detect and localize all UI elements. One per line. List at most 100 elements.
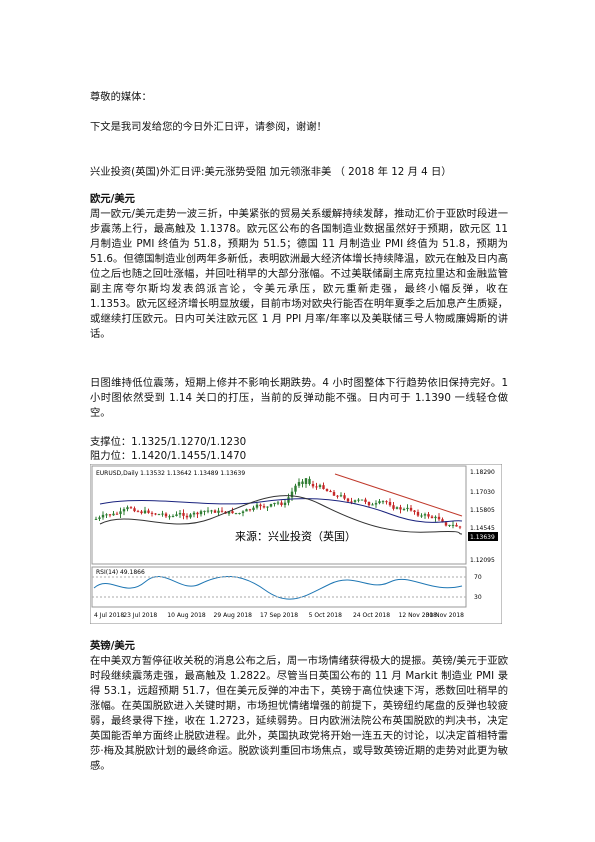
section-heading: 英镑/美元 — [90, 640, 135, 652]
candle-body — [325, 489, 329, 491]
candle-body — [420, 515, 423, 517]
candle-body — [332, 492, 336, 496]
candle-body — [234, 513, 238, 515]
candle-body — [248, 509, 252, 511]
candle-body — [294, 485, 297, 492]
support: 支撑位：1.1325/1.1270/1.1230 — [90, 436, 247, 448]
chart-header: EURUSD,Daily 1.13532 1.13642 1.13489 1.1… — [96, 470, 245, 477]
candle-body — [402, 509, 406, 511]
candle-body — [255, 504, 259, 508]
candle-body — [434, 516, 437, 519]
price-label: 1.18290 — [470, 469, 495, 476]
price-label: 1.12095 — [470, 557, 495, 564]
candle-body — [178, 513, 182, 515]
date-label: 23 Jul 2018 — [123, 612, 157, 619]
candle-body — [136, 511, 140, 513]
candle-body — [276, 502, 280, 504]
candle-body — [392, 505, 395, 509]
candle-body — [458, 526, 462, 528]
candle-body — [448, 524, 451, 526]
candle-body — [437, 516, 441, 520]
candle-body — [378, 501, 381, 504]
candle-body — [374, 503, 378, 505]
chart-image: EURUSD,Daily 1.13532 1.13642 1.13489 1.1… — [90, 464, 502, 624]
candle-body — [182, 513, 185, 516]
candle-body — [367, 501, 371, 506]
candle-body — [381, 501, 385, 503]
candle-body — [161, 513, 164, 515]
date-label: 17 Sep 2018 — [260, 612, 298, 619]
date-label: 24 Oct 2018 — [353, 612, 390, 619]
candle-body — [196, 512, 199, 515]
rsi-level-label: 70 — [474, 574, 482, 581]
candle-body — [364, 499, 367, 502]
candle-body — [168, 516, 171, 518]
candle-body — [416, 511, 420, 516]
date-label: 12 Nov 2018 — [399, 612, 438, 619]
rsi-level-label: 30 — [474, 594, 482, 601]
candle-body — [280, 502, 283, 505]
candle-body — [297, 482, 301, 486]
price-label: 1.14545 — [470, 525, 495, 532]
candle-body — [385, 501, 388, 503]
candle-body — [259, 504, 262, 507]
candle-body — [451, 524, 455, 526]
watermark: 来源：兴业投资（英国） — [235, 529, 356, 543]
date-label: 29 Aug 2018 — [214, 612, 253, 619]
candle-body — [395, 507, 399, 509]
candle-body — [322, 485, 325, 490]
candle-body — [283, 502, 287, 505]
rsi-panel — [91, 566, 467, 608]
candle-body — [290, 491, 294, 498]
ma-short — [99, 495, 463, 535]
candle-body — [213, 510, 217, 513]
candle-body — [304, 478, 308, 484]
candle-body — [220, 510, 224, 512]
section-heading: 欧元/美元 — [90, 193, 135, 205]
candle-body — [273, 502, 276, 505]
candle-body — [112, 513, 115, 516]
candle-body — [399, 507, 402, 510]
candle-body — [357, 499, 360, 501]
candle-body — [301, 481, 304, 484]
candle-body — [126, 507, 129, 510]
candle-body — [199, 511, 203, 515]
candle-body — [350, 501, 353, 503]
candle-body — [287, 497, 290, 503]
price-label: 1.17030 — [470, 489, 495, 496]
candle-body — [231, 511, 234, 514]
price-highlight — [468, 532, 498, 541]
candle-body — [413, 510, 416, 512]
candle-body — [150, 512, 154, 514]
main-panel — [91, 465, 467, 565]
candle-body — [423, 514, 427, 516]
candle-body — [245, 509, 248, 512]
candle-body — [185, 515, 189, 518]
candle-body — [94, 518, 98, 520]
candle-body — [406, 507, 409, 510]
candle-body — [154, 513, 157, 515]
candle-body — [238, 513, 241, 515]
candle-body — [336, 495, 339, 497]
candle-body — [171, 515, 175, 517]
candle-body — [227, 511, 231, 514]
candle-body — [241, 511, 245, 514]
candle-body — [140, 511, 143, 514]
candle-body — [101, 514, 105, 518]
date-label: 5 Oct 2018 — [309, 612, 342, 619]
candle-body — [157, 514, 161, 516]
candle-body — [164, 513, 168, 517]
candle-body — [409, 507, 413, 511]
date-label: 30 Nov 2018 — [426, 612, 465, 619]
candle-body — [343, 495, 346, 499]
rsi-line — [93, 575, 463, 600]
candle-body — [129, 507, 133, 509]
candle-body — [192, 512, 196, 515]
candle-body — [147, 510, 150, 513]
candle-body — [203, 510, 206, 512]
candle-body — [269, 504, 273, 507]
candle-body — [441, 519, 444, 523]
candle-body — [427, 514, 430, 517]
candle-body — [105, 514, 108, 516]
candle-body — [455, 524, 458, 527]
